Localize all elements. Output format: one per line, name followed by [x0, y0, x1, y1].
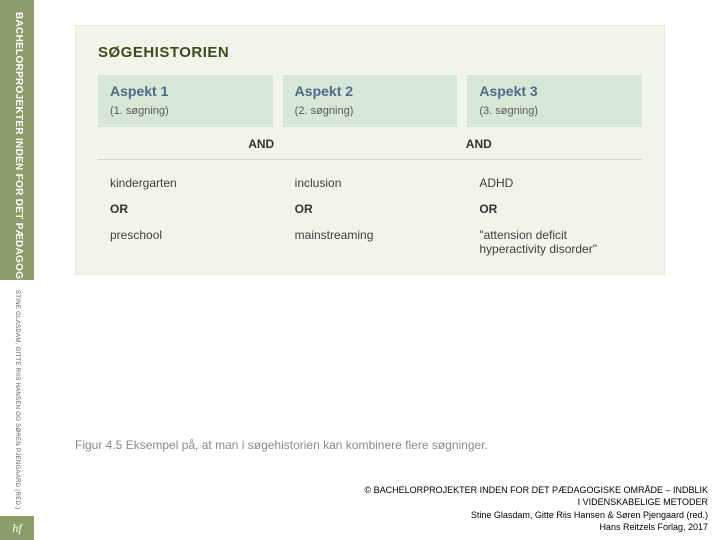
and-label: AND	[424, 137, 533, 151]
aspect-box-2: Aspekt 2 (2. søgning)	[283, 75, 458, 127]
figure-caption: Figur 4.5 Eksempel på, at man i søgehist…	[75, 438, 665, 452]
divider	[98, 159, 642, 160]
term-col-3: ADHD OR "attension deficit hyperactivity…	[467, 170, 642, 262]
aspect-box-1: Aspekt 1 (1. søgning)	[98, 75, 273, 127]
spacer	[98, 137, 207, 151]
or-label: OR	[110, 202, 261, 216]
rail-authors: STINE GLASDAM, GITTE RIIS HANSEN OG SØRE…	[14, 284, 20, 509]
terms-grid: kindergarten OR preschool inclusion OR m…	[98, 170, 642, 262]
or-label: OR	[479, 202, 630, 216]
term: mainstreaming	[295, 228, 446, 242]
and-row: AND AND	[98, 137, 642, 151]
credits-line: Stine Glasdam, Gitte Riis Hansen & Søren…	[364, 509, 708, 522]
term-col-1: kindergarten OR preschool	[98, 170, 273, 262]
aspect-title: Aspekt 2	[295, 83, 446, 99]
page-root: BACHELORPROJEKTER INDEN FOR DET PÆDAGOGI…	[0, 0, 720, 540]
aspect-title: Aspekt 3	[479, 83, 630, 99]
and-label: AND	[207, 137, 316, 151]
left-rail: BACHELORPROJEKTER INDEN FOR DET PÆDAGOGI…	[0, 0, 34, 540]
term: inclusion	[295, 176, 446, 190]
term: ADHD	[479, 176, 630, 190]
credits-block: © BACHELORPROJEKTER INDEN FOR DET PÆDAGO…	[364, 484, 708, 534]
aspect-sub: (1. søgning)	[110, 105, 261, 117]
figure-title: SØGEHISTORIEN	[98, 44, 642, 61]
aspects-row: Aspekt 1 (1. søgning) Aspekt 2 (2. søgni…	[98, 75, 642, 127]
term-col-2: inclusion OR mainstreaming	[283, 170, 458, 262]
rail-authors-block: STINE GLASDAM, GITTE RIIS HANSEN OG SØRE…	[0, 280, 34, 516]
aspect-sub: (3. søgning)	[479, 105, 630, 117]
aspect-box-3: Aspekt 3 (3. søgning)	[467, 75, 642, 127]
rail-title-block: BACHELORPROJEKTER INDEN FOR DET PÆDAGOGI…	[0, 0, 34, 280]
credits-line: © BACHELORPROJEKTER INDEN FOR DET PÆDAGO…	[364, 484, 708, 497]
term: "attension deficit hyperactivity disorde…	[479, 228, 630, 256]
term: kindergarten	[110, 176, 261, 190]
or-label: OR	[295, 202, 446, 216]
figure-frame: SØGEHISTORIEN Aspekt 1 (1. søgning) Aspe…	[75, 25, 665, 275]
credits-line: I VIDENSKABELIGE METODER	[364, 496, 708, 509]
aspect-title: Aspekt 1	[110, 83, 261, 99]
aspect-sub: (2. søgning)	[295, 105, 446, 117]
spacer	[316, 137, 425, 151]
term: preschool	[110, 228, 261, 242]
spacer	[533, 137, 642, 151]
publisher-logo: hf	[0, 516, 34, 540]
credits-line: Hans Reitzels Forlag, 2017	[364, 521, 708, 534]
